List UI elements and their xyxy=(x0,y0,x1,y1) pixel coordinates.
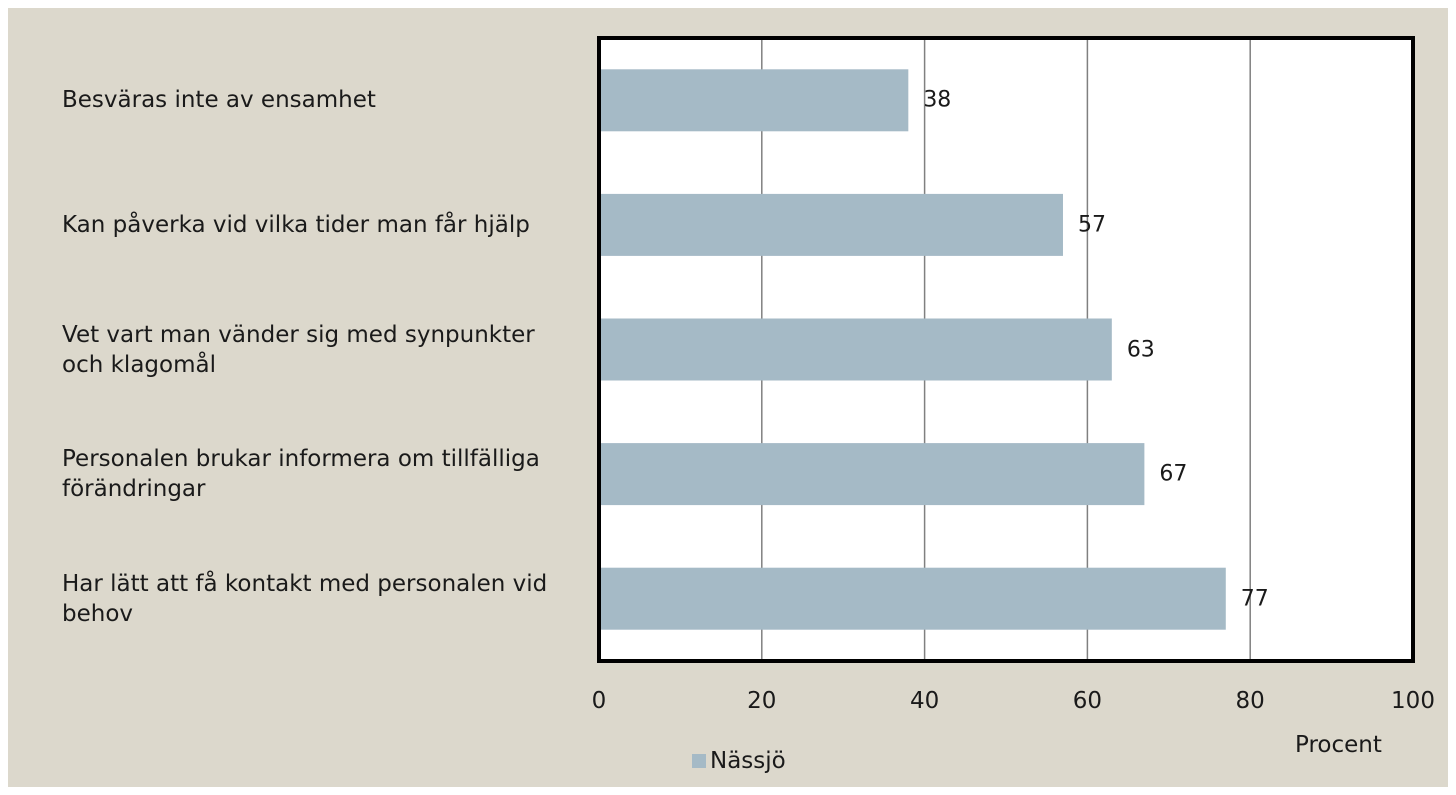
category-label: Vet vart man vänder sig med synpunkter o… xyxy=(62,321,535,378)
category-label: Har lätt att få kontakt med personalen v… xyxy=(62,570,548,627)
plot-frame xyxy=(597,36,1415,663)
legend-swatch xyxy=(692,754,706,768)
legend-label: Nässjö xyxy=(710,748,786,774)
data-label: 63 xyxy=(1126,337,1155,362)
bar xyxy=(599,69,909,132)
data-label: 77 xyxy=(1240,586,1269,612)
x-tick-label: 60 xyxy=(1072,688,1103,714)
x-tick-label: 80 xyxy=(1235,688,1265,714)
x-axis-title: Procent xyxy=(1295,732,1382,758)
bar xyxy=(599,193,1063,256)
bar xyxy=(599,567,1226,630)
category-label: Kan påverka vid vilka tider man får hjäl… xyxy=(62,211,530,238)
bar xyxy=(599,318,1112,381)
data-label: 57 xyxy=(1077,212,1106,238)
legend: Nässjö xyxy=(692,748,786,774)
x-tick-label: 40 xyxy=(909,688,940,714)
category-label: Besväras inte av ensamhet xyxy=(62,87,376,114)
category-label: Personalen brukar informera om tillfälli… xyxy=(62,446,540,503)
bar xyxy=(599,443,1145,506)
data-label: 67 xyxy=(1159,461,1188,487)
x-tick-label: 0 xyxy=(591,688,607,714)
x-tick-label: 20 xyxy=(747,688,777,714)
x-tick-label: 100 xyxy=(1391,688,1435,714)
data-label: 38 xyxy=(923,87,952,113)
